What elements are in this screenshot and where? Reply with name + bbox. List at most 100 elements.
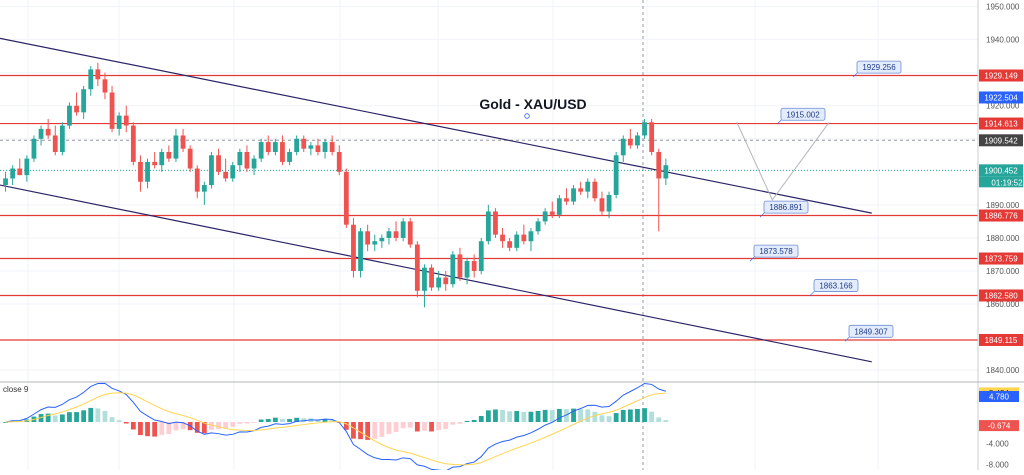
macd-histogram-bar (251, 422, 257, 423)
candle-body (116, 115, 122, 129)
signal-line (5, 392, 666, 466)
price-tick-label: 1950.000 (986, 3, 1020, 12)
candle-body (329, 142, 335, 152)
candle-body (528, 231, 534, 242)
candle-body (542, 211, 548, 222)
candle-body (294, 138, 300, 152)
candle-body (173, 135, 179, 159)
macd-tick-label: -8.000 (986, 461, 1009, 470)
candle-body (308, 145, 314, 149)
macd-histogram-bar (656, 417, 662, 422)
macd-histogram-bar (478, 415, 484, 422)
candle-body (400, 221, 406, 238)
macd-tick-label: -4.000 (986, 439, 1009, 448)
macd-histogram-bar (173, 422, 179, 431)
macd-histogram-bar (130, 422, 136, 430)
price-tick-label: 1890.000 (986, 201, 1020, 210)
candle-body (45, 128, 51, 136)
macd-histogram-bar (485, 410, 491, 422)
candle-body (478, 241, 484, 271)
candle-body (280, 142, 285, 162)
macd-histogram-bar (429, 422, 434, 432)
macd-histogram-bar (244, 422, 250, 424)
macd-histogram-bar (109, 417, 115, 422)
macd-histogram-bar (564, 409, 569, 422)
macd-histogram-bar (556, 408, 562, 422)
macd-histogram-bar (294, 417, 300, 422)
chart-title: Gold - XAU/USD (479, 96, 586, 112)
callout-label: 1849.307 (854, 327, 888, 336)
candle-body (507, 241, 513, 248)
candle-body (351, 224, 356, 271)
macd-label: close 9 (3, 385, 29, 394)
price-marker-tag: 1909.542 (984, 136, 1018, 145)
channel-line (0, 184, 872, 363)
macd-histogram-bar (635, 408, 640, 422)
candle-body (514, 234, 520, 248)
candle-body (649, 122, 655, 152)
candle-body (237, 152, 243, 166)
macd-marker-label: -0.674 (988, 422, 1011, 431)
macd-histogram-bar (343, 422, 349, 430)
candle-body (230, 165, 236, 179)
candle-body (443, 277, 449, 285)
macd-histogram-bar (450, 422, 456, 425)
macd-marker-label: 4.780 (989, 393, 1010, 402)
candle-body (166, 152, 172, 159)
macd-histogram-bar (74, 412, 79, 422)
macd-histogram-bar (507, 411, 513, 422)
callout-label: 1863.166 (819, 282, 853, 291)
candle-body (585, 181, 591, 192)
macd-histogram-bar (365, 422, 371, 440)
candle-body (372, 241, 378, 245)
macd-histogram-bar (521, 411, 527, 422)
candle-body (464, 261, 470, 278)
candle-body (663, 165, 669, 179)
price-tick-label: 1870.000 (986, 267, 1020, 276)
candle-body (620, 138, 626, 156)
macd-histogram-bar (500, 409, 505, 422)
callout-box (848, 324, 894, 338)
macd-histogram-bar (443, 422, 449, 430)
macd-histogram-bar (123, 422, 129, 424)
macd-histogram-bar (166, 422, 172, 434)
macd-histogram-bar (649, 411, 655, 422)
candle-body (180, 135, 186, 149)
candle-body (209, 155, 214, 186)
macd-histogram-bar (194, 422, 200, 433)
candle-body (578, 188, 584, 192)
macd-histogram-bar (493, 409, 498, 422)
candle-body (613, 155, 619, 195)
price-marker-tag-bg (979, 134, 1023, 147)
candle-body (74, 105, 79, 113)
macd-histogram-bar (301, 418, 307, 422)
candle-body (407, 221, 413, 245)
level-tag: 1929.149 (984, 72, 1018, 81)
candle-body (564, 198, 569, 202)
candle-body (556, 198, 562, 215)
candle-body (606, 194, 612, 212)
candle-body (450, 254, 456, 285)
macd-histogram-bar (265, 418, 271, 422)
candle-body (67, 105, 72, 126)
macd-histogram-bar (67, 412, 72, 422)
macd-histogram-bar (549, 410, 555, 422)
macd-marker-bg (979, 391, 1019, 403)
macd-histogram-bar (223, 422, 229, 429)
level-tag: 1914.613 (984, 120, 1018, 129)
candle-body (251, 158, 257, 169)
candle-body (258, 142, 264, 159)
macd-histogram-bar (216, 422, 221, 429)
candle-body (109, 92, 115, 129)
level-tag-bg (979, 333, 1023, 346)
candle-body (343, 171, 349, 225)
level-tag-bg (979, 289, 1023, 302)
candle-body (393, 231, 399, 238)
candle-body (216, 155, 221, 172)
macd-histogram-bar (88, 407, 94, 422)
macd-histogram-bar (201, 422, 207, 434)
candle-body (379, 237, 385, 242)
macd-histogram-bar (102, 410, 108, 422)
macd-histogram-bar (159, 422, 165, 435)
